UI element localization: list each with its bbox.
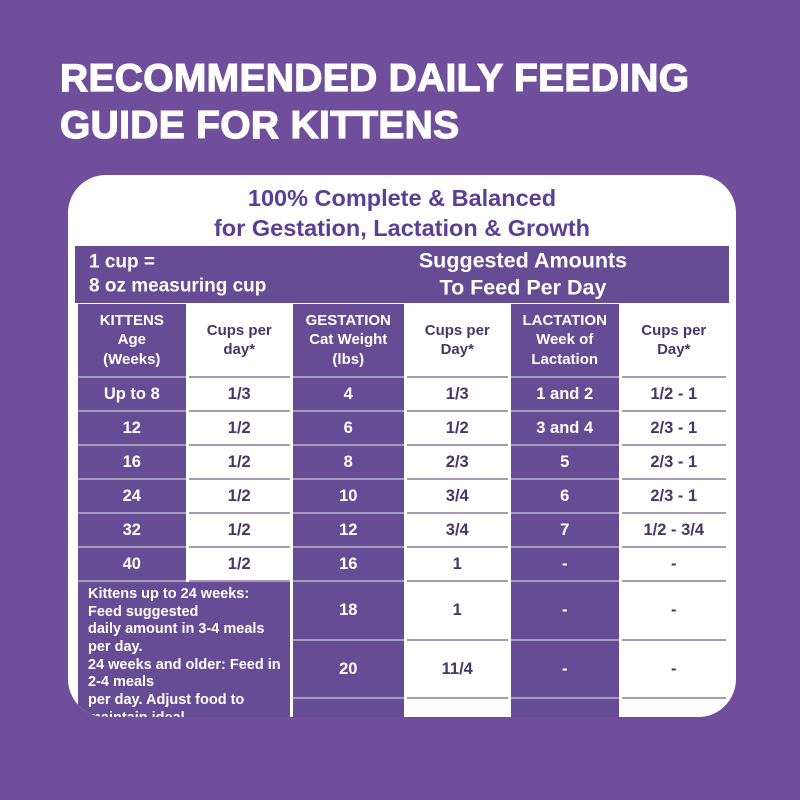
table-cell: 3/4 [406, 480, 508, 514]
table-cell: 22 [292, 699, 404, 717]
table-cell: 1/2 - 1 [621, 378, 726, 412]
table-cell: 1/2 [188, 412, 290, 446]
table-cell: 2/3 - 1 [621, 480, 726, 514]
table-cell: 1/2 [188, 480, 290, 514]
table-cell: 11/4 [406, 640, 508, 700]
feeding-guide-panel: 100% Complete & Balanced for Gestation, … [68, 175, 736, 717]
table-row: 12 1/2 6 1/2 3 and 4 2/3 - 1 [78, 412, 726, 446]
column-header-gestation-weight: GESTATION Cat Weight (lbs) [292, 304, 404, 378]
panel-header: 100% Complete & Balanced for Gestation, … [75, 182, 729, 246]
table-cell: 40 [78, 548, 186, 582]
feeding-table: KITTENS Age (Weeks) Cups per day* GESTAT… [75, 304, 729, 717]
table-row: 32 1/2 12 3/4 7 1/2 - 3/4 [78, 514, 726, 548]
table-cell: 1 [406, 548, 508, 582]
table-cell: 3 and 4 [510, 412, 619, 446]
table-cell: 11/4 [406, 699, 508, 717]
table-cell: 1/2 [406, 412, 508, 446]
table-cell: - [621, 640, 726, 700]
table-row: 40 1/2 16 1 - - [78, 548, 726, 582]
table-cell: - [510, 699, 619, 717]
column-header-cups-per-day-kittens: Cups per day* [188, 304, 290, 378]
table-cell: - [621, 548, 726, 582]
table-cell: 12 [78, 412, 186, 446]
table-cell: 5 [510, 446, 619, 480]
column-header-kittens-age: KITTENS Age (Weeks) [78, 304, 186, 378]
table-row: 16 1/2 8 2/3 5 2/3 - 1 [78, 446, 726, 480]
table-cell: - [510, 640, 619, 700]
table-cell: 24 [78, 480, 186, 514]
suggested-amounts-label: Suggested Amounts To Feed Per Day [418, 248, 628, 300]
table-cell: - [621, 699, 726, 717]
column-header-cups-per-day-lactation: Cups per Day* [621, 304, 726, 378]
column-header-cups-per-day-gestation: Cups per Day* [406, 304, 508, 378]
table-cell: 20 [292, 640, 404, 700]
table-cell: 6 [510, 480, 619, 514]
table-cell: 18 [292, 582, 404, 641]
table-cell: 6 [292, 412, 404, 446]
cup-definition: 1 cup = 8 oz measuring cup [89, 250, 267, 297]
table-cell: 1 [406, 582, 508, 641]
table-cell: 2/3 - 1 [621, 412, 726, 446]
table-header-row: KITTENS Age (Weeks) Cups per day* GESTAT… [78, 304, 726, 378]
page-title: RECOMMENDED DAILY FEEDING GUIDE FOR KITT… [59, 56, 690, 150]
table-cell: 32 [78, 514, 186, 548]
table-cell: 16 [292, 548, 404, 582]
panel-header-text: 100% Complete & Balanced for Gestation, … [213, 185, 590, 241]
page-title-line2: GUIDE FOR KITTENS [59, 103, 460, 147]
table-cell: 1/3 [188, 378, 290, 412]
table-cell: 1/2 [188, 514, 290, 548]
table-cell: 16 [78, 446, 186, 480]
table-cell: 2/3 - 1 [621, 446, 726, 480]
table-row: 20 11/4 - - [78, 640, 726, 700]
table-cell: 7 [510, 514, 619, 548]
table-row: Up to 8 1/3 4 1/3 1 and 2 1/2 - 1 [78, 378, 726, 412]
table-cell: 1/2 [188, 548, 290, 582]
measuring-band: 1 cup = 8 oz measuring cup Suggested Amo… [75, 246, 729, 303]
table-cell: 8 [292, 446, 404, 480]
table-cell: 4 [292, 378, 404, 412]
table-row: Kittens up to 24 weeks: Feed suggested d… [78, 582, 726, 717]
table-cell: 12 [292, 514, 404, 548]
table-cell: 1/2 [188, 446, 290, 480]
table-cell: - [510, 582, 619, 641]
table-cell: 1/2 - 3/4 [621, 514, 726, 548]
column-header-lactation-week: LACTATION Week of Lactation [510, 304, 619, 378]
table-cell: 1/3 [406, 378, 508, 412]
table-cell: 3/4 [406, 514, 508, 548]
table-cell: 1 and 2 [510, 378, 619, 412]
table-cell: - [621, 582, 726, 641]
table-cell: - [510, 548, 619, 582]
table-cell: 10 [292, 480, 404, 514]
table-cell: Up to 8 [78, 378, 186, 412]
page-title-line1: RECOMMENDED DAILY FEEDING [59, 56, 690, 100]
table-row: 22 11/4 - - [78, 699, 726, 717]
feeding-note: Kittens up to 24 weeks: Feed suggested d… [78, 582, 290, 717]
table-cell: 2/3 [406, 446, 508, 480]
table-row: 24 1/2 10 3/4 6 2/3 - 1 [78, 480, 726, 514]
